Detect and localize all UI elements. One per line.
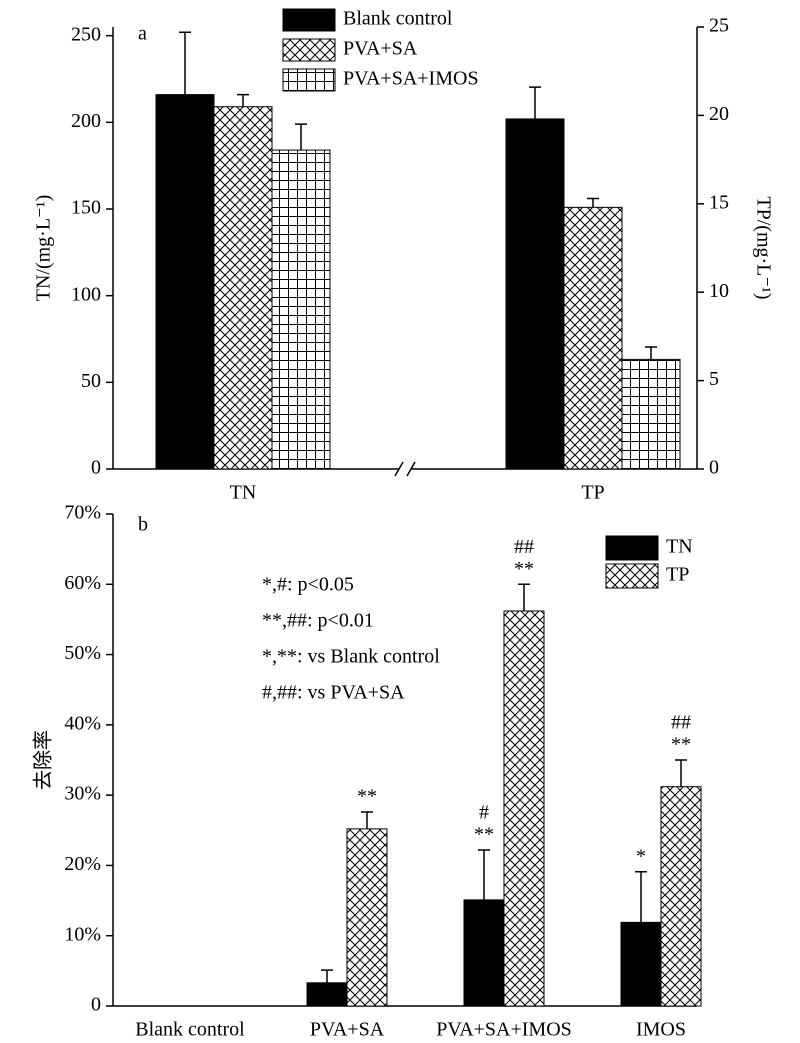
error-bar bbox=[478, 849, 490, 900]
bar bbox=[306, 982, 348, 1007]
significance-label: ** bbox=[514, 558, 534, 580]
bar bbox=[463, 899, 505, 1007]
legend-swatch bbox=[605, 563, 659, 589]
error-bar bbox=[237, 93, 249, 107]
x-tick-label: PVA+SA bbox=[310, 1019, 385, 1041]
significance-label: * bbox=[636, 845, 646, 867]
y-tick-label: 0 bbox=[91, 994, 101, 1016]
legend-label: TP bbox=[666, 564, 689, 586]
error-bar bbox=[635, 871, 647, 923]
error-bar bbox=[295, 123, 307, 151]
significance-label: ## bbox=[671, 712, 691, 734]
error-bar bbox=[529, 86, 541, 119]
significance-label: ** bbox=[474, 824, 494, 846]
y-tick-label: 30% bbox=[64, 783, 101, 805]
axis-break-gap bbox=[399, 465, 411, 473]
y-tick-label: 10% bbox=[64, 923, 101, 945]
y-tick-label: 200 bbox=[71, 110, 101, 132]
axis-break bbox=[394, 461, 416, 477]
y-tick-label: 60% bbox=[64, 572, 101, 594]
y-axis-label: 去除率 bbox=[32, 730, 55, 790]
y-tick-label: 250 bbox=[71, 23, 101, 45]
note: #,##: vs PVA+SA bbox=[262, 682, 405, 704]
bar bbox=[346, 828, 388, 1007]
error-bar bbox=[645, 346, 657, 360]
legend-label: PVA+SA+IMOS bbox=[343, 68, 479, 90]
y2-tick-label: 15 bbox=[709, 191, 729, 213]
bar bbox=[505, 118, 565, 470]
y-tick-label: 50 bbox=[81, 370, 101, 392]
error-bar bbox=[321, 969, 333, 983]
bar bbox=[621, 358, 681, 470]
y-tick-label: 0 bbox=[91, 457, 101, 479]
y-tick-label: 100 bbox=[71, 283, 101, 305]
panel-label: a bbox=[138, 23, 147, 45]
bar bbox=[660, 786, 702, 1007]
panel-label: b bbox=[138, 514, 148, 536]
bar bbox=[503, 610, 545, 1007]
y2-tick-label: 5 bbox=[709, 368, 719, 390]
y2-axis-label: TP/(mg·L⁻¹) bbox=[752, 196, 774, 299]
y-tick-label: 150 bbox=[71, 197, 101, 219]
error-bar bbox=[361, 811, 373, 829]
significance-label: ** bbox=[671, 734, 691, 756]
x-tick-label: PVA+SA+IMOS bbox=[436, 1019, 572, 1041]
legend-swatch bbox=[282, 38, 336, 62]
y-tick-label: 70% bbox=[64, 502, 101, 524]
legend-label: PVA+SA bbox=[343, 38, 418, 60]
y2-tick-label: 25 bbox=[709, 15, 729, 37]
error-bar bbox=[179, 31, 191, 95]
x-tick-label: TP bbox=[581, 482, 604, 504]
bar bbox=[213, 106, 273, 470]
error-bar bbox=[675, 759, 687, 787]
y-axis-label: TN/(mg·L⁻¹) bbox=[33, 195, 55, 302]
note: *,#: p<0.05 bbox=[262, 574, 354, 596]
y-tick-label: 50% bbox=[64, 642, 101, 664]
legend-label: TN bbox=[666, 536, 693, 558]
error-bar bbox=[587, 197, 599, 208]
significance-label: # bbox=[479, 802, 489, 824]
x-tick-label: Blank control bbox=[135, 1019, 245, 1041]
significance-label: ## bbox=[514, 536, 534, 558]
y2-tick-label: 0 bbox=[709, 457, 719, 479]
bar bbox=[271, 149, 331, 470]
bar bbox=[620, 921, 662, 1007]
y-tick-label: 40% bbox=[64, 712, 101, 734]
note: *,**: vs Blank control bbox=[262, 646, 440, 668]
y2-tick-label: 10 bbox=[709, 280, 729, 302]
error-bar bbox=[518, 583, 530, 611]
note: **,##: p<0.01 bbox=[262, 610, 374, 632]
legend-swatch bbox=[605, 535, 659, 561]
x-tick-label: IMOS bbox=[636, 1019, 686, 1041]
bar bbox=[155, 94, 215, 470]
legend-swatch bbox=[282, 8, 336, 32]
legend-swatch bbox=[282, 68, 336, 92]
significance-label: ** bbox=[357, 786, 377, 808]
y2-tick-label: 20 bbox=[709, 103, 729, 125]
x-tick-label: TN bbox=[230, 482, 257, 504]
legend-label: Blank control bbox=[343, 8, 453, 30]
y-tick-label: 20% bbox=[64, 853, 101, 875]
bar bbox=[563, 206, 623, 470]
